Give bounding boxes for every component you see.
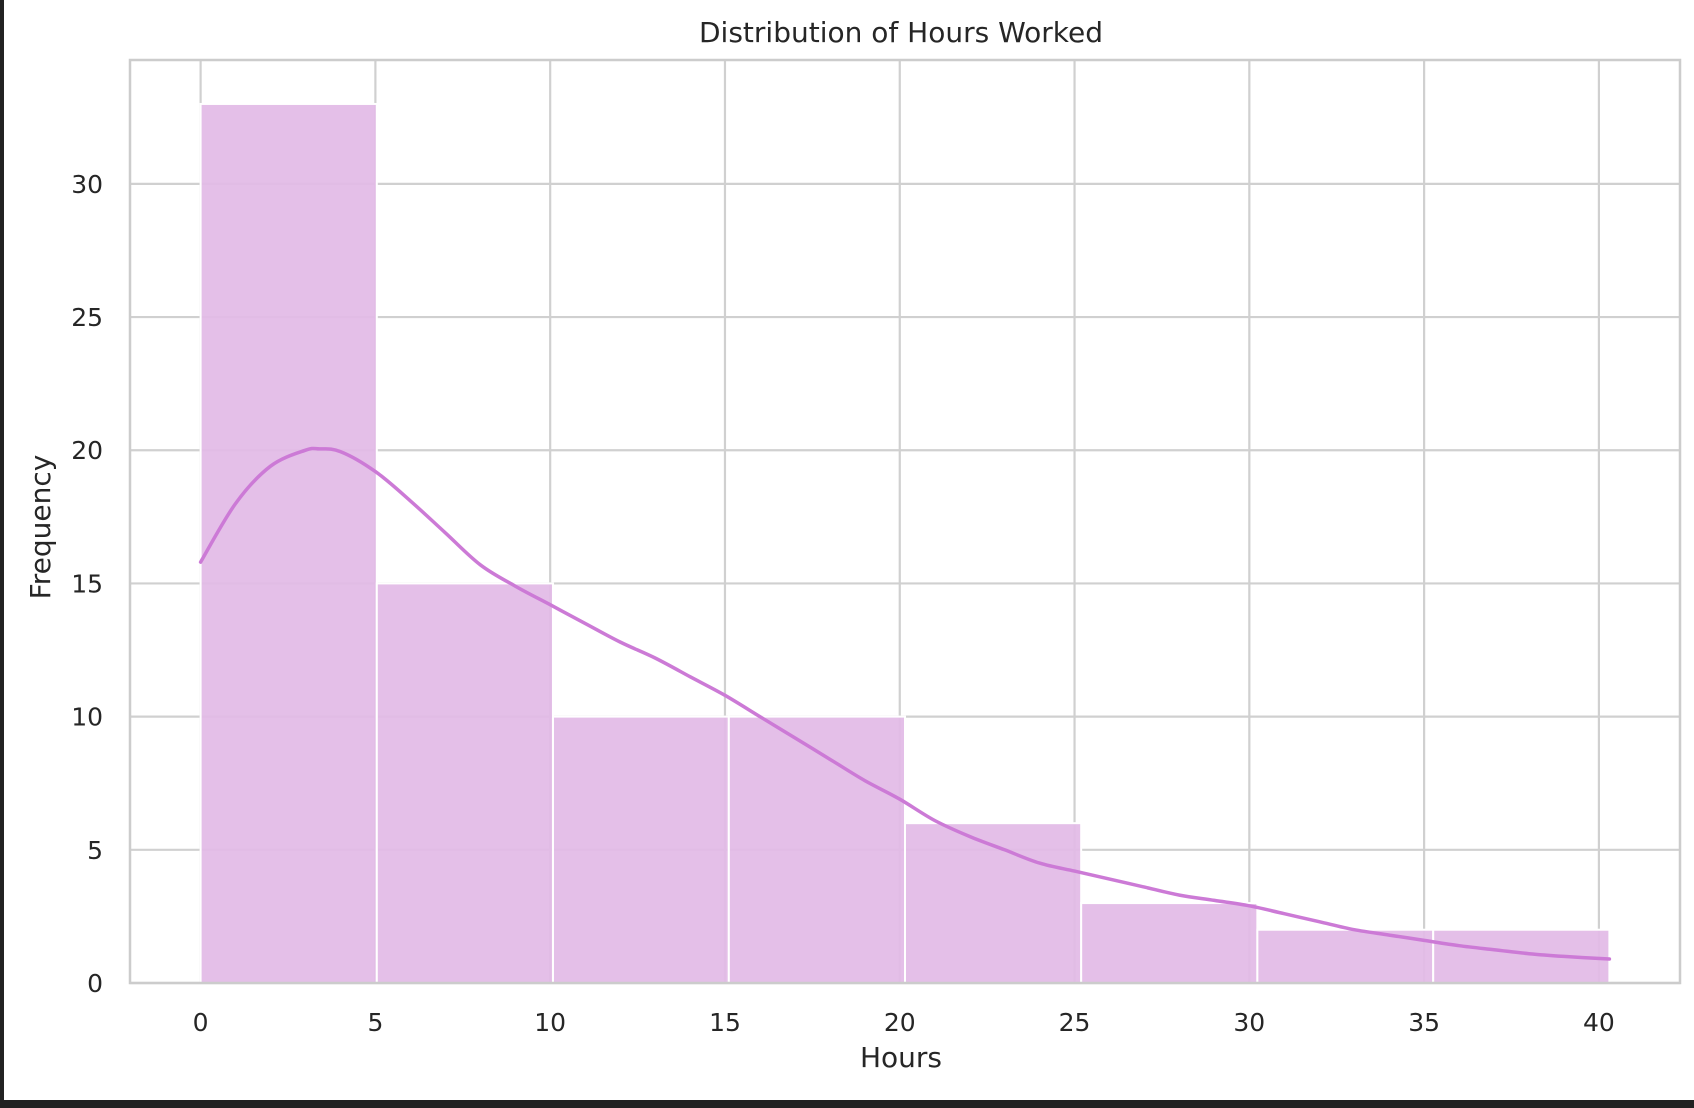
x-tick-label: 0 — [193, 1008, 209, 1037]
kde-curve — [198, 446, 1612, 961]
x-tick-label: 35 — [1408, 1008, 1440, 1037]
histogram-bar-1 — [199, 102, 378, 984]
y-tick-label: 30 — [71, 170, 103, 199]
y-tick-label: 5 — [87, 836, 103, 865]
y-tick-label: 10 — [71, 703, 103, 732]
histogram-bar-3 — [551, 715, 730, 984]
histogram-chart: Distribution of Hours Worked 0 5 10 15 20 25 3… — [24, 16, 1682, 1074]
axes-frame — [128, 58, 1682, 985]
kde-curve-group — [198, 446, 1612, 961]
y-tick-label: 25 — [71, 303, 103, 332]
x-axis-label: Hours — [860, 1041, 942, 1074]
chart-frame: Distribution of Hours Worked 0 5 10 15 20 25 3… — [4, 0, 1694, 1100]
x-tick-labels: 0 5 10 15 20 25 30 35 40 — [193, 1008, 1615, 1037]
x-tick-label: 25 — [1059, 1008, 1091, 1037]
histogram-bar-6 — [1080, 902, 1259, 985]
y-tick-label: 20 — [71, 436, 103, 465]
x-tick-label: 20 — [884, 1008, 916, 1037]
x-tick-label: 30 — [1233, 1008, 1265, 1037]
x-tick-label: 5 — [367, 1008, 383, 1037]
x-tick-label: 15 — [709, 1008, 741, 1037]
y-tick-label: 15 — [71, 569, 103, 598]
x-tick-label: 10 — [534, 1008, 566, 1037]
x-tick-label: 40 — [1583, 1008, 1615, 1037]
histogram-bars — [199, 102, 1611, 985]
histogram-bar-4 — [727, 715, 907, 984]
y-axis-label: Frequency — [24, 455, 57, 600]
chart-title: Distribution of Hours Worked — [699, 16, 1103, 49]
y-tick-label: 0 — [87, 969, 103, 998]
histogram-bar-2 — [375, 582, 554, 985]
y-tick-labels: 0 5 10 15 20 25 30 — [71, 170, 103, 998]
